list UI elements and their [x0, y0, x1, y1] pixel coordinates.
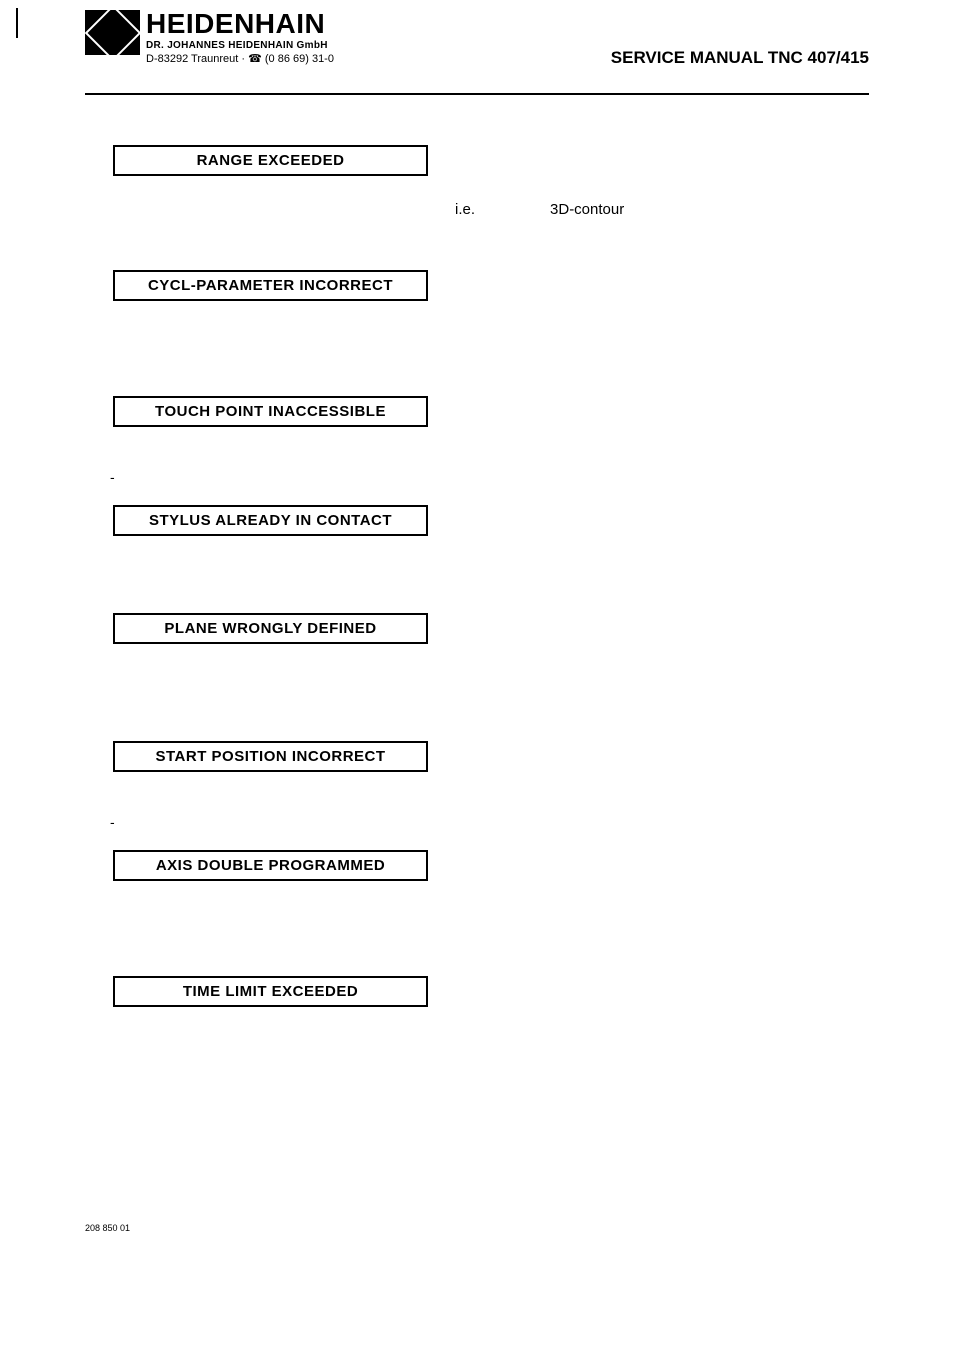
page-header: HEIDENHAIN DR. JOHANNES HEIDENHAIN GmbH … [85, 10, 869, 68]
logo-title: HEIDENHAIN [146, 10, 334, 38]
bullet-mark: - [110, 469, 869, 475]
error-touch-point: TOUCH POINT INACCESSIBLE [113, 396, 428, 427]
margin-mark [16, 8, 18, 38]
error-cycl-parameter: CYCL-PARAMETER INCORRECT [113, 270, 428, 301]
error-plane-defined: PLANE WRONGLY DEFINED [113, 613, 428, 644]
logo-text-group: HEIDENHAIN DR. JOHANNES HEIDENHAIN GmbH … [146, 10, 334, 65]
heidenhain-logo-icon [85, 10, 140, 55]
logo-block: HEIDENHAIN DR. JOHANNES HEIDENHAIN GmbH … [85, 10, 334, 65]
footer-doc-code: 208 850 01 [85, 1223, 130, 1233]
ie-label: i.e. [455, 201, 475, 218]
error-start-position: START POSITION INCORRECT [113, 741, 428, 772]
error-axis-double: AXIS DOUBLE PROGRAMMED [113, 850, 428, 881]
error-time-limit: TIME LIMIT EXCEEDED [113, 976, 428, 1007]
bullet-mark-2: - [110, 814, 869, 820]
ie-value: 3D-contour [550, 201, 624, 218]
error-stylus-contact: STYLUS ALREADY IN CONTACT [113, 505, 428, 536]
error-range-exceeded: RANGE EXCEEDED [113, 145, 428, 176]
document-title: SERVICE MANUAL TNC 407/415 [611, 48, 869, 68]
logo-subline-2: D-83292 Traunreut · ☎ (0 86 69) 31-0 [146, 52, 334, 65]
document-page: HEIDENHAIN DR. JOHANNES HEIDENHAIN GmbH … [0, 0, 954, 1007]
example-line: i.e. 3D-contour [455, 201, 869, 218]
header-divider [85, 93, 869, 95]
logo-subline-1: DR. JOHANNES HEIDENHAIN GmbH [146, 40, 334, 51]
